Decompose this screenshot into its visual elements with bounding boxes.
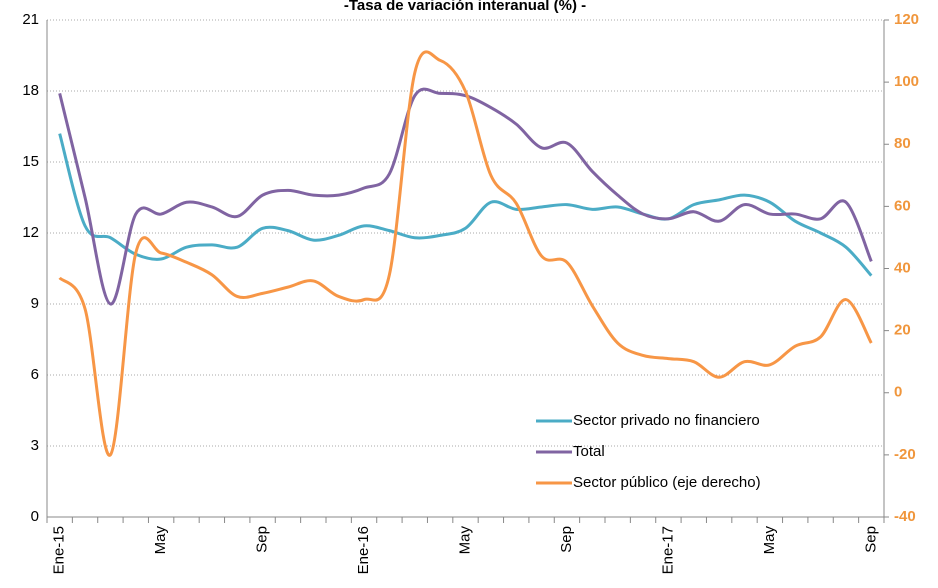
y-tick-label: 9 xyxy=(31,295,39,312)
legend-label: Sector privado no financiero xyxy=(573,412,760,429)
x-tick-label: Sep xyxy=(558,526,575,553)
series-line xyxy=(58,133,873,277)
y2-tick-label: 60 xyxy=(894,197,911,214)
y-tick-label: 12 xyxy=(22,224,39,241)
x-tick-label: Ene-15 xyxy=(51,526,68,574)
x-tick-label: May xyxy=(456,526,473,555)
y2-tick-label: 100 xyxy=(894,73,919,90)
y-tick-label: 15 xyxy=(22,153,39,170)
y-tick-label: 6 xyxy=(31,366,39,383)
y2-tick-label: 80 xyxy=(894,135,911,152)
x-tick-label: Ene-16 xyxy=(355,526,372,574)
y2-tick-label: -20 xyxy=(894,446,916,463)
series-line xyxy=(58,87,873,306)
y-tick-label: 0 xyxy=(31,508,39,525)
y2-tick-label: -40 xyxy=(894,508,916,525)
series-line xyxy=(58,50,873,457)
x-tick-label: May xyxy=(152,526,169,555)
x-tick-label: Sep xyxy=(254,526,271,553)
y2-tick-label: 0 xyxy=(894,384,902,401)
y-tick-label: 3 xyxy=(31,437,39,454)
chart-title: -Tasa de variación interanual (%) - xyxy=(344,0,586,14)
legend-label: Total xyxy=(573,443,605,460)
x-tick-label: Sep xyxy=(862,526,879,553)
y2-tick-label: 20 xyxy=(894,322,911,339)
x-tick-label: May xyxy=(761,526,778,555)
y2-tick-label: 40 xyxy=(894,259,911,276)
y-tick-label: 18 xyxy=(22,82,39,99)
legend-label: Sector público (eje derecho) xyxy=(573,474,761,491)
x-tick-label: Ene-17 xyxy=(659,526,676,574)
y2-tick-label: 120 xyxy=(894,11,919,28)
y-tick-label: 21 xyxy=(22,11,39,28)
